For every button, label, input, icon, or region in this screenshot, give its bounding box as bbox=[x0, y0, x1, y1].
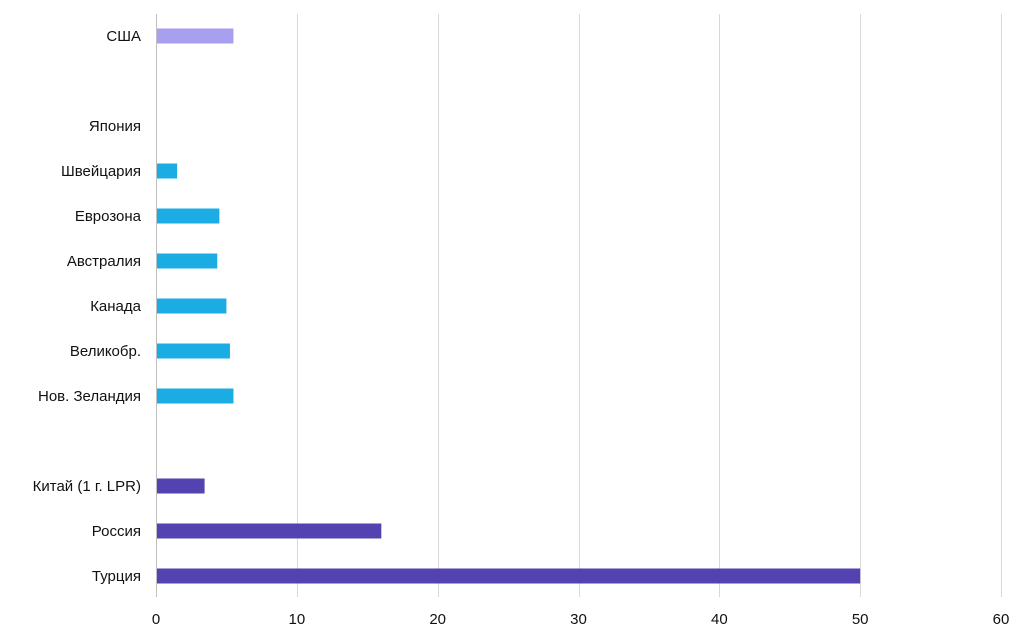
x-tick-label: 20 bbox=[429, 611, 446, 628]
bar bbox=[157, 253, 218, 269]
category-label: Россия bbox=[92, 523, 141, 540]
x-tick-label: 50 bbox=[852, 611, 869, 628]
category-labels: США Япония Швейцария Еврозона Австралия Канад… bbox=[33, 28, 142, 585]
category-label: Еврозона bbox=[75, 208, 142, 225]
bar bbox=[157, 208, 220, 224]
x-tick-label: 0 bbox=[152, 611, 160, 628]
bar bbox=[157, 343, 230, 359]
category-label: Китай (1 г. LPR) bbox=[33, 478, 141, 495]
category-label: США bbox=[106, 28, 141, 45]
x-tick-label: 10 bbox=[288, 611, 305, 628]
category-label: Швейцария bbox=[61, 163, 141, 180]
grid-lines bbox=[156, 14, 1002, 597]
x-tick-label: 30 bbox=[570, 611, 587, 628]
category-label: Япония bbox=[89, 118, 141, 135]
category-label: Великобр. bbox=[70, 343, 141, 360]
category-label: Турция bbox=[92, 568, 141, 585]
bar bbox=[157, 163, 178, 179]
x-tick-label: 40 bbox=[711, 611, 728, 628]
bar bbox=[157, 298, 227, 314]
bar bbox=[157, 28, 234, 44]
x-axis-tick-labels: 0 10 20 30 40 50 60 bbox=[152, 611, 1010, 628]
bar bbox=[157, 478, 205, 494]
category-label: Канада bbox=[90, 298, 141, 315]
category-label: Австралия bbox=[67, 253, 141, 270]
bar bbox=[157, 523, 382, 539]
category-label: Нов. Зеландия bbox=[38, 388, 141, 405]
bar bbox=[157, 568, 861, 584]
bars bbox=[157, 28, 861, 584]
bar bbox=[157, 388, 234, 404]
x-tick-label: 60 bbox=[993, 611, 1010, 628]
